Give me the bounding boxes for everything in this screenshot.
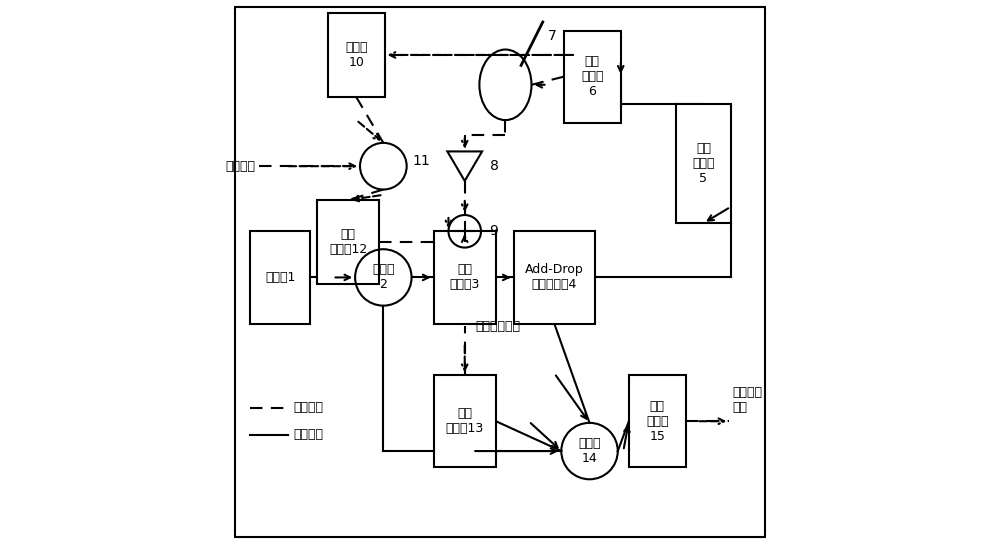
FancyBboxPatch shape <box>328 13 385 97</box>
Text: 激光源1: 激光源1 <box>265 271 295 284</box>
FancyBboxPatch shape <box>250 231 310 324</box>
FancyBboxPatch shape <box>676 104 731 223</box>
Text: 光电
探测器
15: 光电 探测器 15 <box>646 400 669 443</box>
Text: 相位编码信号: 相位编码信号 <box>476 320 521 333</box>
FancyBboxPatch shape <box>629 375 686 467</box>
Text: 光纤
延迟线
5: 光纤 延迟线 5 <box>692 142 715 185</box>
Text: 8: 8 <box>490 159 499 173</box>
Text: 分光器
2: 分光器 2 <box>372 263 395 292</box>
Text: 11: 11 <box>412 154 430 168</box>
Text: 雷达信号
输出: 雷达信号 输出 <box>732 386 762 413</box>
FancyBboxPatch shape <box>434 231 496 324</box>
FancyBboxPatch shape <box>434 375 496 467</box>
FancyBboxPatch shape <box>564 30 621 123</box>
Text: Add-Drop
微盘滤波器4: Add-Drop 微盘滤波器4 <box>525 263 584 292</box>
Text: 合光器
14: 合光器 14 <box>578 437 601 465</box>
Text: 电学链路: 电学链路 <box>294 401 324 414</box>
Text: 低通
滤波器12: 低通 滤波器12 <box>329 228 367 256</box>
Text: 参考信号: 参考信号 <box>226 160 256 172</box>
FancyBboxPatch shape <box>317 200 379 284</box>
Text: 光学链路: 光学链路 <box>294 428 324 441</box>
FancyBboxPatch shape <box>235 7 765 537</box>
Text: 7: 7 <box>548 29 557 43</box>
Text: 相位
调制器13: 相位 调制器13 <box>446 407 484 435</box>
Text: 9: 9 <box>489 224 498 238</box>
Text: 频分器
10: 频分器 10 <box>345 41 367 69</box>
Text: 光电
探测器
6: 光电 探测器 6 <box>581 55 603 98</box>
Text: 相位
调制器3: 相位 调制器3 <box>450 263 480 292</box>
FancyBboxPatch shape <box>514 231 595 324</box>
